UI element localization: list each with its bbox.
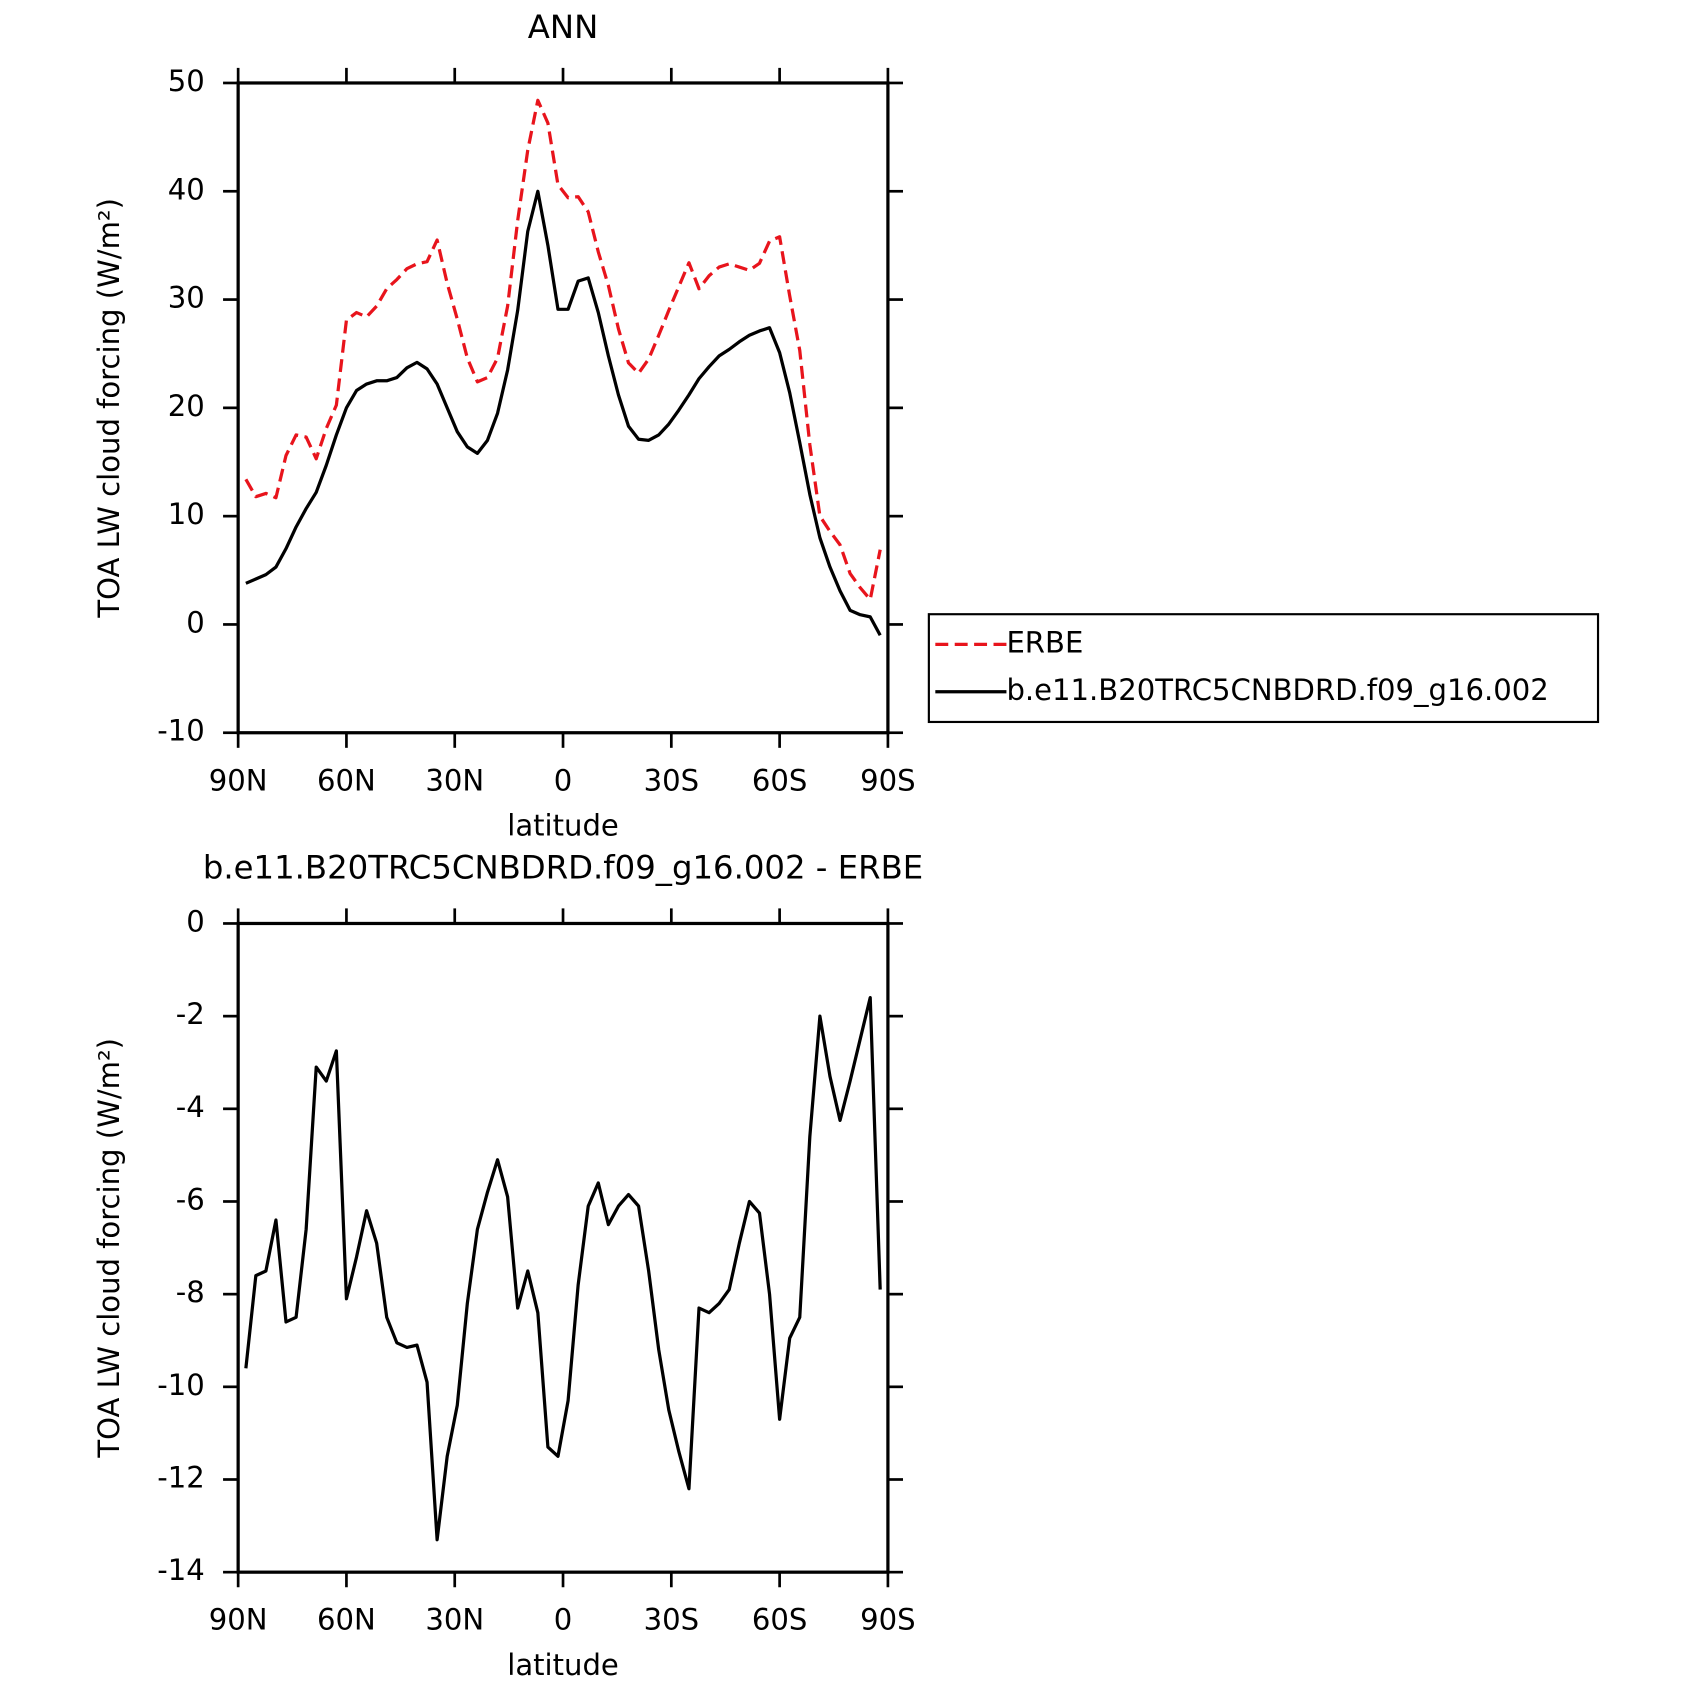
x-tick-label: 60S [752, 763, 807, 797]
x-axis-label: latitude [507, 1648, 619, 1681]
legend-label: b.e11.B20TRC5CNBDRD.f09_g16.002 [1006, 673, 1548, 707]
x-tick-label: 90N [209, 763, 268, 797]
chart-title: b.e11.B20TRC5CNBDRD.f09_g16.002 - ERBE [203, 849, 923, 887]
y-tick-label: -4 [176, 1090, 205, 1124]
x-tick-label: 90S [860, 763, 915, 797]
y-tick-label: 40 [168, 172, 205, 206]
y-axis-label: TOA LW cloud forcing (W/m²) [92, 198, 126, 619]
y-tick-label: 30 [168, 281, 205, 315]
x-tick-label: 60N [317, 1603, 376, 1637]
x-tick-label: 60N [317, 763, 376, 797]
y-tick-label: -14 [157, 1553, 205, 1587]
x-tick-label: 30S [644, 763, 699, 797]
y-tick-label: 10 [168, 497, 205, 531]
y-tick-label: -12 [157, 1460, 205, 1494]
x-tick-label: 30S [644, 1603, 699, 1637]
y-axis-label: TOA LW cloud forcing (W/m²) [92, 1038, 126, 1459]
y-tick-label: 20 [168, 389, 205, 423]
x-tick-label: 90S [860, 1603, 915, 1637]
plot-frame [236, 81, 890, 735]
y-tick-label: -8 [176, 1275, 205, 1309]
plot-frame [236, 921, 890, 1574]
x-tick-label: 30N [425, 763, 484, 797]
y-tick-label: -10 [157, 714, 205, 748]
legend-label: ERBE [1006, 625, 1083, 659]
y-tick-label: -2 [176, 997, 205, 1031]
x-tick-label: 0 [554, 1603, 573, 1637]
x-tick-label: 60S [752, 1603, 807, 1637]
chart-title: ANN [528, 8, 598, 46]
y-tick-label: 50 [168, 64, 205, 98]
data-line [244, 98, 882, 602]
data-line [244, 995, 882, 1542]
x-tick-label: 30N [425, 1603, 484, 1637]
y-tick-label: 0 [186, 605, 205, 639]
x-tick-label: 0 [554, 763, 573, 797]
x-axis-label: latitude [507, 809, 619, 843]
x-tick-label: 90N [209, 1603, 268, 1637]
legend-box [927, 613, 1600, 724]
y-tick-label: 0 [186, 904, 205, 938]
data-line [245, 189, 882, 637]
y-tick-label: -10 [157, 1368, 205, 1402]
y-tick-label: -6 [176, 1182, 205, 1216]
